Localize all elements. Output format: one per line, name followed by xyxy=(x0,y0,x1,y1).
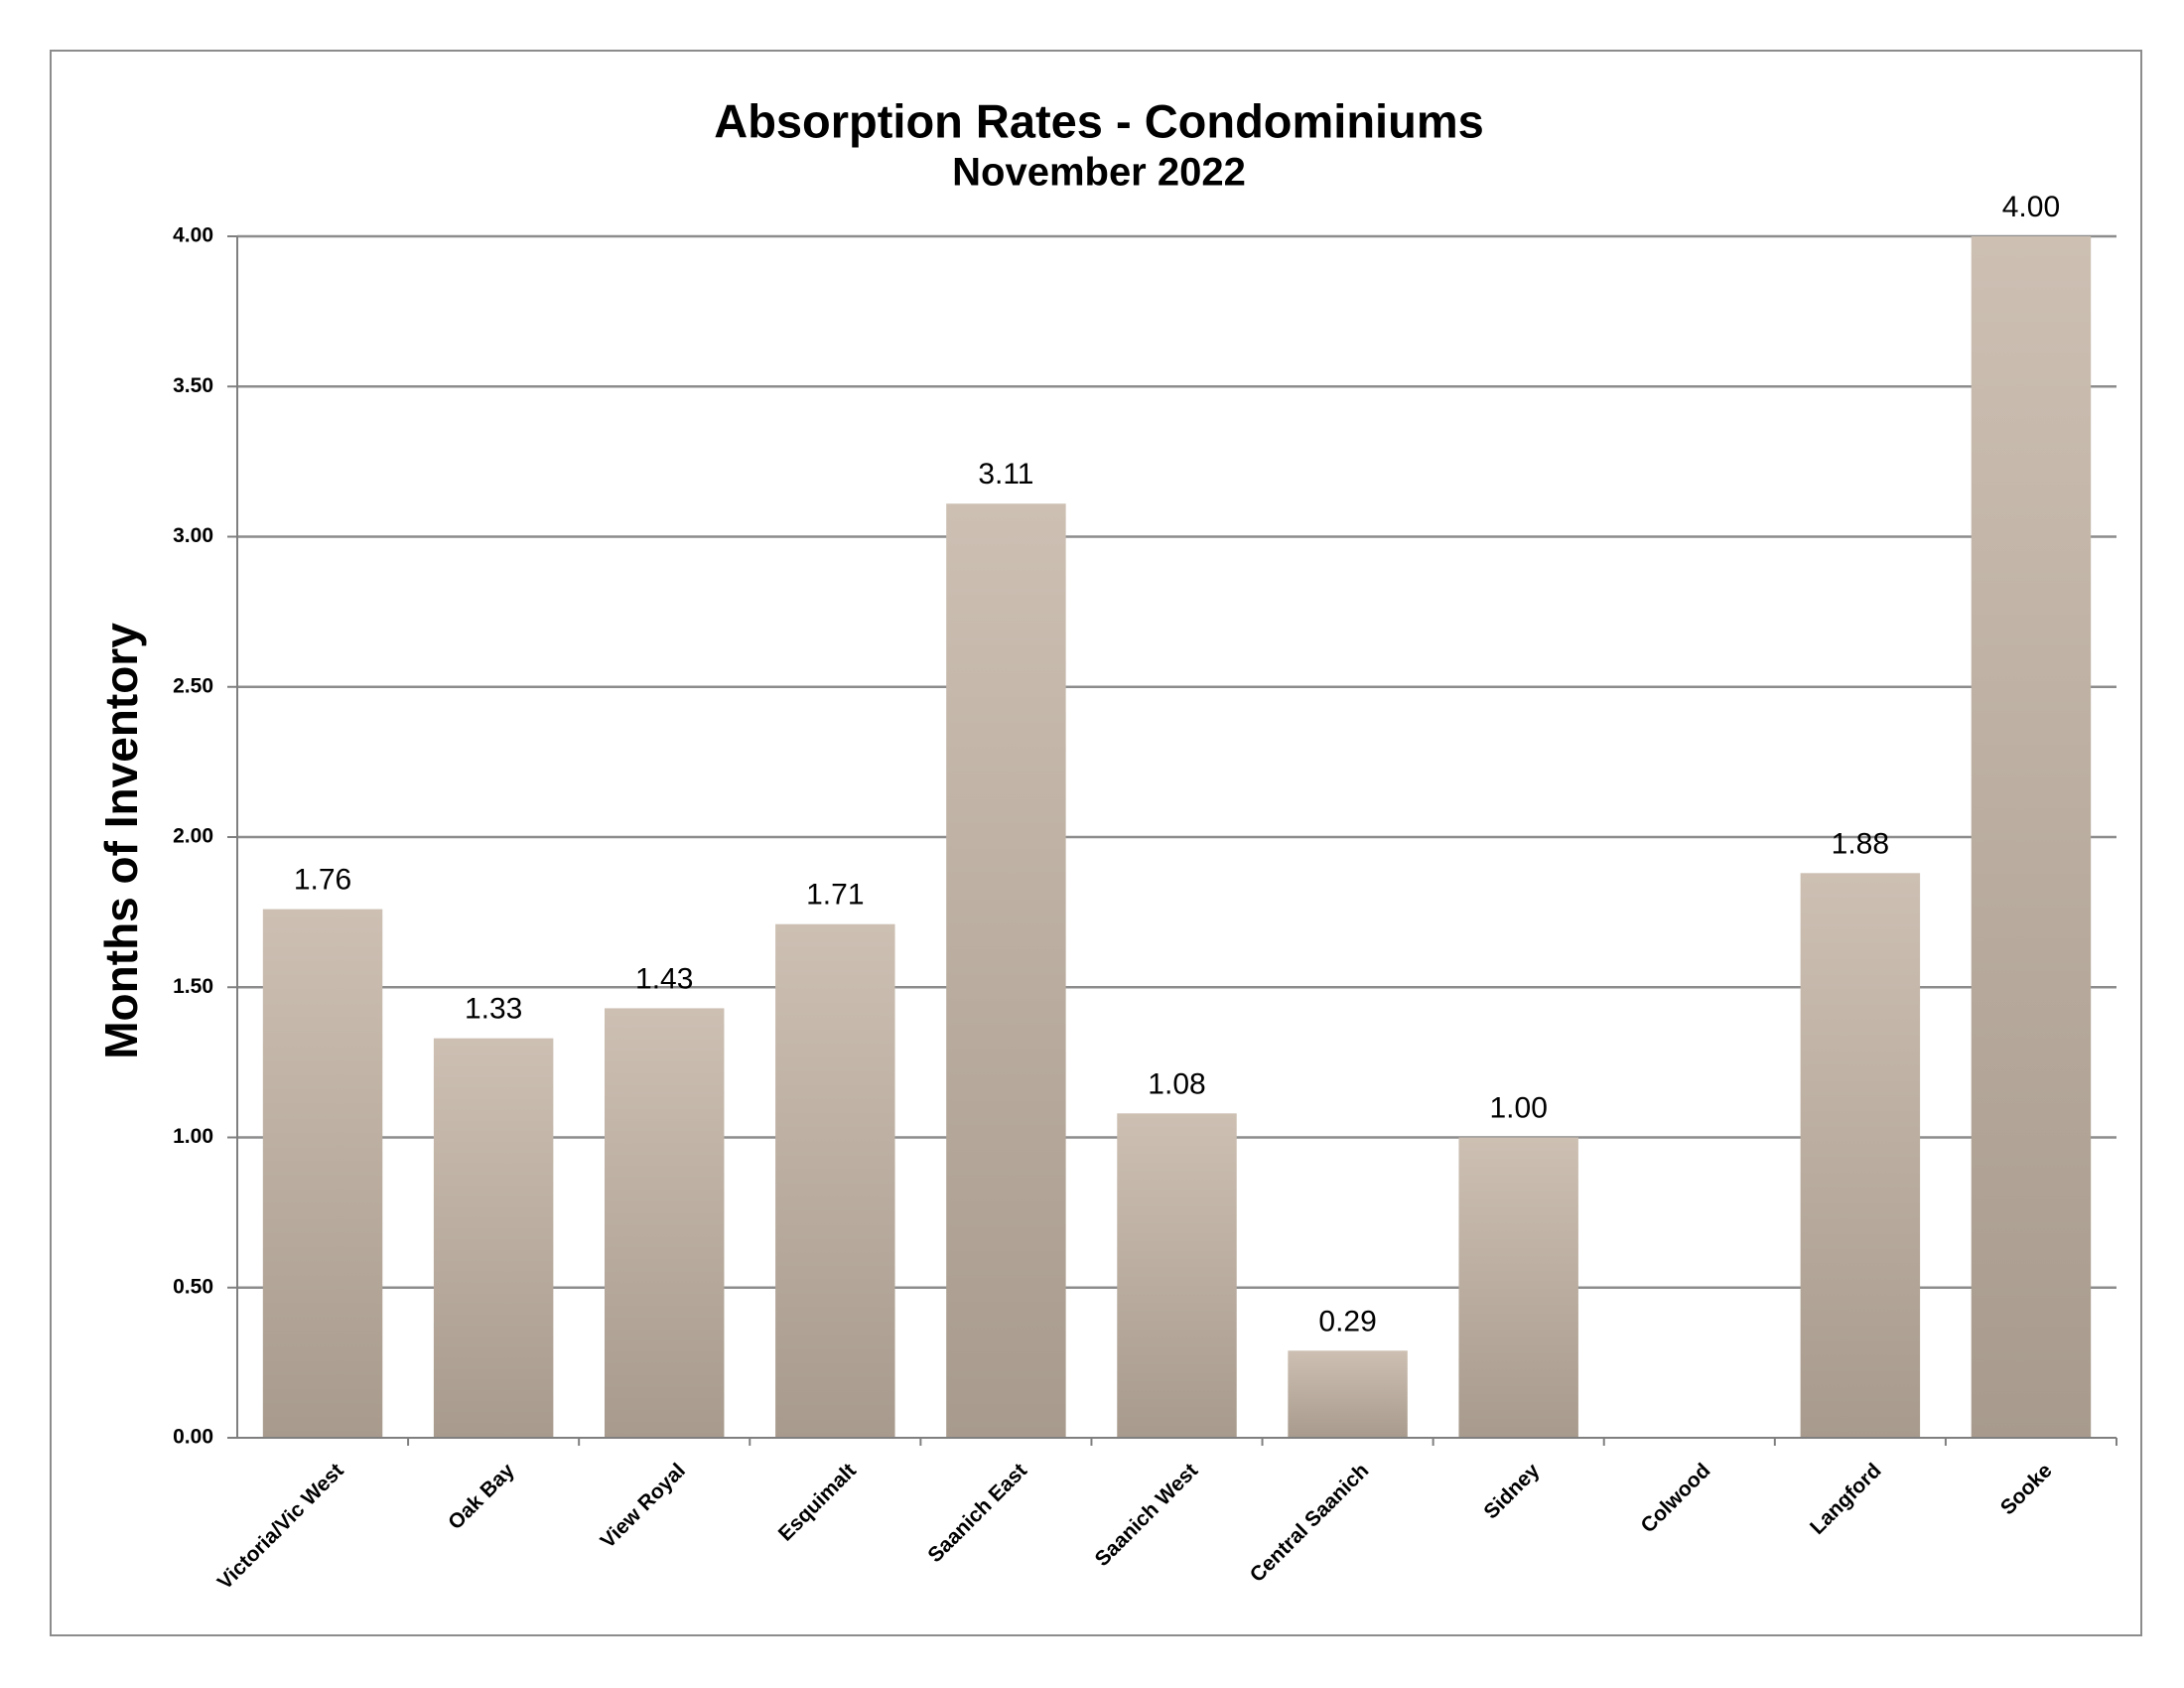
category-label-7: Sidney xyxy=(1479,1459,1544,1523)
y-tick-label-5: 2.50 xyxy=(173,674,213,697)
bar-10 xyxy=(1971,236,2092,1438)
chart-title: Absorption Rates - Condominiums xyxy=(714,94,1484,147)
category-label-5: Saanich West xyxy=(1091,1459,1203,1571)
data-label-0: 1.76 xyxy=(294,864,351,897)
category-label-4: Saanich East xyxy=(923,1459,1031,1567)
y-tick-label-6: 3.00 xyxy=(173,524,213,547)
y-tick-label-4: 2.00 xyxy=(173,825,213,848)
category-label-9: Langford xyxy=(1806,1459,1886,1539)
category-label-0: Victoria/Vic West xyxy=(213,1459,348,1594)
bar-chart: Absorption Rates - Condominiums November… xyxy=(95,94,2117,1594)
bar-9 xyxy=(1800,873,1921,1438)
y-tick-label-2: 1.00 xyxy=(173,1125,213,1148)
bar-5 xyxy=(1117,1113,1237,1438)
chart-subtitle: November 2022 xyxy=(952,151,1246,195)
bar-1 xyxy=(433,1038,554,1438)
data-label-3: 1.71 xyxy=(806,879,864,912)
y-tick-label-8: 4.00 xyxy=(173,224,213,247)
data-label-6: 0.29 xyxy=(1318,1305,1376,1337)
category-label-6: Central Saanich xyxy=(1246,1459,1374,1587)
data-label-1: 1.33 xyxy=(465,993,522,1026)
axes xyxy=(227,235,2117,1446)
bar-4 xyxy=(946,503,1066,1439)
y-axis-label: Months of Inventory xyxy=(95,623,147,1059)
bar-2 xyxy=(604,1008,725,1438)
bar-6 xyxy=(1288,1350,1408,1438)
category-label-3: Esquimalt xyxy=(774,1459,861,1545)
data-label-5: 1.08 xyxy=(1148,1067,1205,1100)
y-tick-label-3: 1.50 xyxy=(173,975,213,998)
category-label-2: View Royal xyxy=(597,1459,690,1552)
y-tick-label-0: 0.00 xyxy=(173,1426,213,1449)
chart-frame: Absorption Rates - Condominiums November… xyxy=(50,50,2142,1636)
data-label-4: 3.11 xyxy=(978,458,1033,491)
bar-0 xyxy=(262,909,383,1438)
bars xyxy=(262,236,2092,1439)
data-label-7: 1.00 xyxy=(1489,1092,1547,1125)
bar-7 xyxy=(1458,1137,1578,1438)
y-tick-label-7: 3.50 xyxy=(173,374,213,397)
category-label-1: Oak Bay xyxy=(444,1459,519,1534)
data-label-10: 4.00 xyxy=(2002,191,2060,223)
y-tick-label-1: 0.50 xyxy=(173,1275,213,1298)
data-label-2: 1.43 xyxy=(635,962,693,995)
data-label-9: 1.88 xyxy=(1832,827,1889,860)
category-label-10: Sooke xyxy=(1996,1459,2057,1519)
bar-3 xyxy=(775,923,895,1438)
category-label-8: Colwood xyxy=(1637,1459,1715,1537)
